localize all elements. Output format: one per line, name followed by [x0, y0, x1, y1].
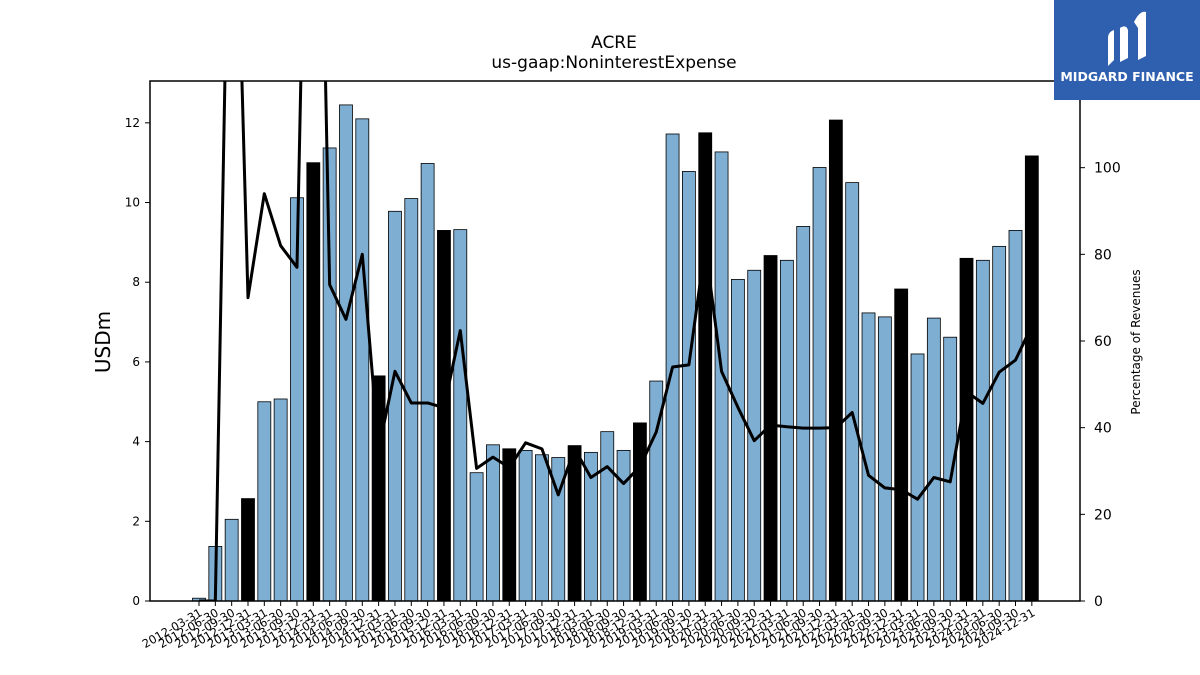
bar-2024-03-31 — [975, 259, 990, 602]
bar-2013-03-31 — [257, 401, 272, 602]
y-tick-label: 6 — [132, 355, 140, 369]
bar-2020-06-30 — [730, 279, 745, 602]
bar-2018-12-31 — [633, 422, 647, 602]
bar-2022-03-31 — [845, 182, 860, 602]
bar-2021-03-31 — [779, 259, 794, 602]
y2-tick-label: 40 — [1094, 421, 1112, 437]
bar-2022-12-31 — [894, 288, 909, 602]
axes: 0246810120204060801002012-03-312012-06-3… — [125, 116, 1121, 651]
bar-2019-09-30 — [682, 171, 696, 602]
bar-2015-03-31 — [388, 210, 402, 602]
logo-text: MIDGARD FINANCE — [1060, 69, 1193, 84]
bar-2018-06-30 — [600, 431, 615, 602]
bar-2024-06-30 — [992, 245, 1007, 602]
bar-2020-03-31 — [714, 151, 729, 602]
bar-2012-12-31 — [241, 498, 255, 602]
bar-2016-03-31 — [453, 229, 468, 602]
bar-2012-09-30 — [224, 518, 239, 602]
y-axis-label: USDm — [91, 311, 115, 373]
midgard-finance-logo: MIDGARD FINANCE — [1054, 0, 1200, 100]
bar-2023-12-31 — [959, 257, 974, 602]
y2-tick-label: 80 — [1094, 247, 1112, 263]
bar-2015-12-31 — [437, 230, 451, 602]
chart-subtitle: us-gaap:NoninterestExpense — [491, 53, 736, 73]
y2-axis-label: Percentage of Revenues — [1129, 269, 1143, 414]
bar-2021-12-31 — [828, 119, 843, 602]
y2-tick-label: 20 — [1094, 507, 1112, 523]
midgard-logo-icon — [1108, 11, 1146, 66]
bar-2024-09-30 — [1008, 230, 1023, 602]
bar-2013-06-30 — [273, 398, 288, 602]
line-series — [199, 81, 1034, 601]
y-tick-label: 12 — [125, 116, 140, 130]
percentage-line — [199, 81, 1034, 601]
y-tick-label: 0 — [132, 594, 140, 608]
bar-2023-09-30 — [943, 336, 958, 602]
y2-tick-label: 100 — [1094, 161, 1121, 177]
bar-2014-09-30 — [355, 118, 370, 602]
y2-tick-label: 60 — [1094, 334, 1112, 350]
bar-2014-06-30 — [339, 104, 353, 602]
bar-2023-06-30 — [926, 317, 941, 602]
bar-2016-12-31 — [502, 448, 517, 602]
y-tick-label: 8 — [132, 275, 140, 289]
bar-2023-03-31 — [910, 353, 925, 602]
bar-2021-09-30 — [812, 167, 827, 602]
y2-tick-label: 0 — [1094, 594, 1103, 610]
chart-title: ACRE — [591, 33, 637, 53]
bar-2016-09-30 — [486, 444, 500, 602]
bar-2017-12-31 — [567, 445, 582, 602]
bar-2016-06-30 — [469, 472, 484, 602]
bar-series — [192, 104, 1039, 602]
y-tick-label: 10 — [125, 196, 140, 210]
bar-2019-12-31 — [698, 132, 713, 602]
bar-2024-12-31 — [1024, 155, 1039, 602]
bar-2021-06-30 — [796, 226, 811, 602]
bar-2015-09-30 — [420, 163, 435, 602]
bar-2018-09-30 — [616, 449, 631, 602]
bar-2022-09-30 — [877, 316, 892, 602]
bar-2017-03-31 — [518, 449, 533, 602]
bar-2017-06-30 — [535, 454, 549, 602]
y-tick-label: 2 — [132, 514, 140, 528]
y-tick-label: 4 — [132, 435, 140, 449]
bar-2013-12-31 — [306, 162, 321, 602]
